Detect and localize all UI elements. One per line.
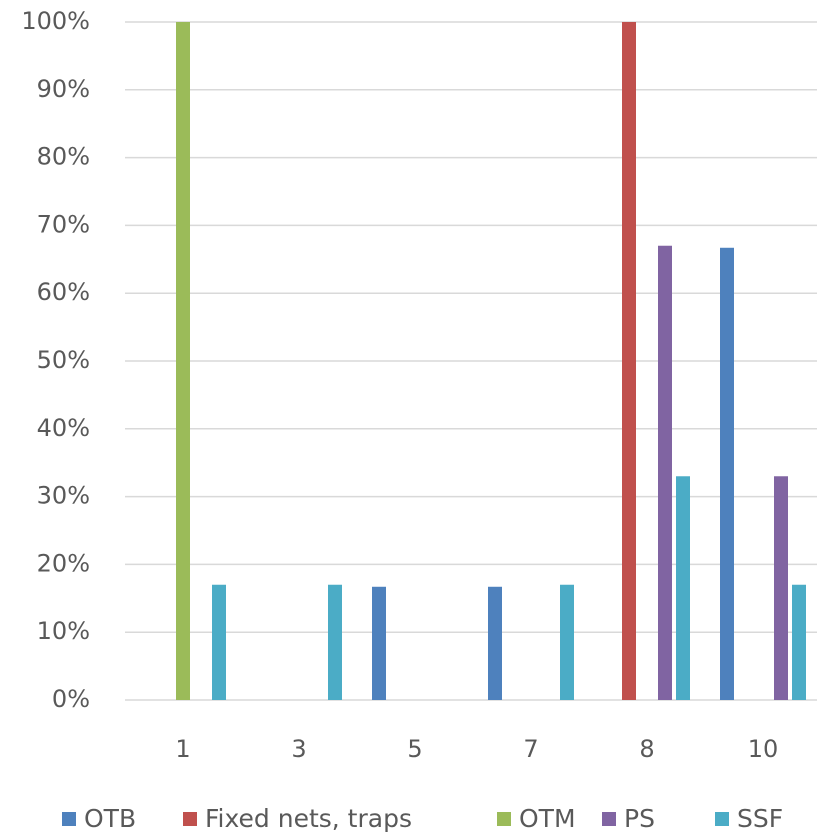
y-tick-label: 70% bbox=[37, 210, 90, 238]
bar bbox=[372, 586, 386, 700]
y-tick-label: 40% bbox=[37, 414, 90, 442]
y-tick-label: 80% bbox=[37, 143, 90, 171]
bar bbox=[622, 22, 636, 700]
legend-swatch bbox=[62, 812, 76, 826]
y-tick-label: 30% bbox=[37, 482, 90, 510]
legend-swatch bbox=[715, 812, 729, 826]
y-tick-label: 0% bbox=[52, 685, 90, 713]
x-tick-label: 3 bbox=[291, 735, 306, 763]
y-tick-label: 20% bbox=[37, 549, 90, 577]
x-tick-label: 7 bbox=[523, 735, 538, 763]
bar bbox=[212, 584, 226, 700]
legend-label: Fixed nets, traps bbox=[205, 804, 412, 833]
y-tick-label: 100% bbox=[21, 7, 90, 35]
legend-swatch bbox=[497, 812, 511, 826]
x-tick-label: 5 bbox=[407, 735, 422, 763]
bar bbox=[328, 584, 342, 700]
bar bbox=[676, 476, 690, 700]
legend-swatch bbox=[602, 812, 616, 826]
x-tick-label: 1 bbox=[175, 735, 190, 763]
legend-label: OTB bbox=[84, 804, 136, 833]
legend-swatch bbox=[183, 812, 197, 826]
bar bbox=[774, 476, 788, 700]
y-tick-label: 60% bbox=[37, 278, 90, 306]
legend-label: OTM bbox=[519, 804, 576, 833]
y-tick-label: 90% bbox=[37, 75, 90, 103]
bar bbox=[488, 586, 502, 700]
x-tick-label: 8 bbox=[639, 735, 654, 763]
y-tick-label: 50% bbox=[37, 346, 90, 374]
bar bbox=[176, 22, 190, 700]
y-tick-label: 10% bbox=[37, 617, 90, 645]
x-tick-label: 10 bbox=[748, 735, 779, 763]
bar bbox=[792, 584, 806, 700]
legend-label: SSF bbox=[737, 804, 783, 833]
bar bbox=[560, 584, 574, 700]
legend-label: PS bbox=[624, 804, 655, 833]
bar bbox=[720, 247, 734, 701]
bar bbox=[658, 245, 672, 701]
